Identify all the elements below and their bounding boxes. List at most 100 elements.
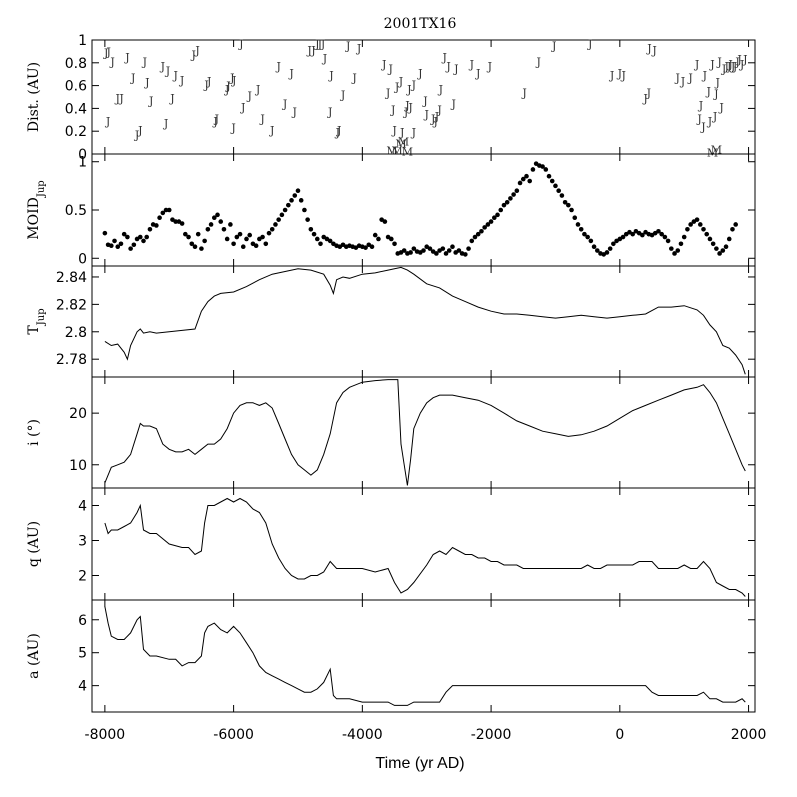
y-axis-label-moid: MOIDJup [26, 180, 47, 239]
moid-point [546, 173, 552, 179]
moid-point [549, 178, 555, 184]
marker-J: J [275, 60, 280, 73]
marker-J: J [551, 40, 556, 53]
x-axis: -8000 -6000 -4000 -2000 0 2000 [85, 727, 767, 743]
moid-point [559, 193, 565, 198]
moid-point [231, 241, 236, 247]
marker-J: J [433, 115, 438, 128]
moid-point [208, 222, 214, 227]
marker-J: J [394, 81, 399, 94]
marker-J: J [642, 92, 647, 105]
moid-point [112, 238, 117, 244]
moid-point [128, 246, 133, 251]
moid-point [279, 212, 285, 218]
ytick-label-dist: 0.8 [65, 56, 87, 72]
marker-J: J [115, 92, 120, 105]
xtick-label: -6000 [213, 727, 254, 743]
marker-M: M [402, 146, 413, 159]
moid-point [199, 246, 204, 251]
marker-J: J [124, 51, 129, 64]
moid-point [720, 248, 726, 253]
ytick-label-dist: 1 [78, 33, 87, 49]
marker-J: J [436, 103, 441, 116]
moid-point [408, 250, 413, 255]
marker-J: J [680, 75, 685, 88]
series-line-q [104, 497, 746, 597]
moid-point [733, 222, 738, 227]
marker-J: J [224, 83, 229, 96]
moid-point [392, 241, 397, 247]
moid-point [710, 241, 716, 247]
marker-J: J [721, 62, 726, 75]
marker-J: J [734, 56, 739, 69]
moid-point [662, 234, 668, 240]
moid-point [463, 252, 468, 257]
marker-J: J [240, 101, 245, 114]
marker-J: J [714, 76, 719, 89]
moid-point [186, 234, 191, 240]
moid-point [298, 198, 304, 203]
moid-point [147, 227, 153, 232]
moid-point [202, 238, 207, 244]
moid-point [714, 246, 719, 251]
moid-point [295, 188, 301, 193]
marker-J: J [385, 86, 390, 99]
ytick-label-moid: 1 [78, 155, 87, 171]
moid-point [160, 210, 166, 216]
marker-J: J [327, 106, 332, 119]
moid-point [311, 231, 317, 237]
marker-J: J [453, 62, 458, 75]
moid-point [218, 219, 224, 224]
ytick-label-a: 6 [78, 613, 87, 629]
moid-point [302, 207, 307, 213]
moid-point [492, 215, 497, 221]
ytick-label-tjup: 2.82 [56, 297, 87, 313]
panel-incl: 10 20 i (°) [26, 376, 756, 489]
marker-J: J [190, 49, 195, 62]
moid-point [630, 231, 635, 237]
moid-point [166, 207, 172, 213]
marker-J: J [320, 37, 325, 50]
xtick-label: 2000 [731, 727, 767, 743]
marker-J: J [438, 83, 443, 96]
marker-J: J [399, 126, 404, 139]
moid-point [508, 196, 513, 201]
moid-point [678, 241, 684, 247]
ytick-label-incl: 20 [69, 406, 87, 422]
marker-J: J [675, 71, 680, 84]
marker-J: J [203, 78, 208, 91]
moid-point [115, 244, 121, 249]
marker-J: J [651, 44, 656, 57]
moid-point [131, 242, 137, 248]
moid-point [369, 244, 375, 249]
moid-point [456, 248, 462, 253]
moid-point [260, 234, 265, 240]
marker-J: J [214, 113, 219, 126]
moid-point [109, 243, 114, 249]
moid-point [701, 227, 706, 232]
moid-point [189, 241, 195, 247]
moid-point [450, 244, 455, 249]
moid-point [717, 251, 722, 256]
moid-point [469, 238, 475, 244]
marker-J: J [142, 56, 147, 69]
marker-J: J [179, 74, 184, 87]
marker-J: J [288, 67, 293, 80]
moid-point [737, 0, 742, 2]
moid-point [520, 176, 526, 182]
series-line-tjup [104, 266, 746, 375]
plot-area-q [104, 497, 746, 597]
moid-point [553, 183, 558, 189]
moid-point [685, 227, 690, 232]
marker-J: J [160, 60, 165, 73]
marker-J: J [521, 86, 526, 99]
marker-J: J [225, 79, 230, 92]
moid-point [282, 207, 288, 213]
moid-point [286, 202, 291, 208]
marker-J: J [306, 44, 311, 57]
panel-moid: 0 0.5 1 MOIDJup [26, 0, 756, 267]
x-axis-label: Time (yr AD) [375, 755, 464, 772]
moid-point [543, 167, 549, 172]
